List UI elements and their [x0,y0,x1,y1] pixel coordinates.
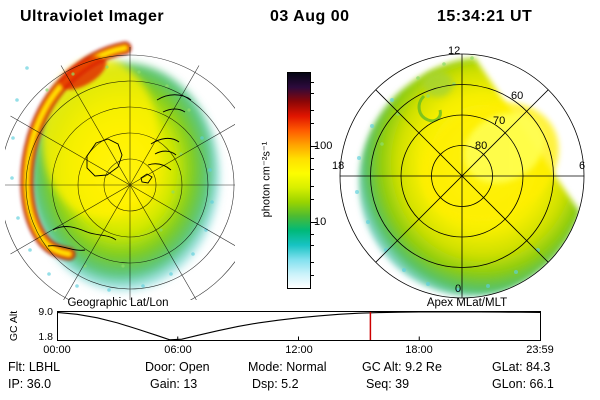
colorbar-label: photon cm⁻²s⁻¹ [260,141,273,218]
apex-dial-panel [339,53,585,299]
aurora-core-peak [463,112,545,184]
status-glat: GLat: 84.3 [492,360,551,374]
mlt-label-12: 12 [448,45,461,57]
left-panel-caption: Geographic Lat/Lon [67,297,169,309]
aurora-bright-patch [42,58,158,218]
status-gain: Gain: 13 [150,377,198,391]
mlt-label-0: 0 [455,283,462,295]
xtick-0000: 00:00 [43,344,71,356]
aurora-speckle [10,65,214,292]
header-date: 03 Aug 00 [270,8,350,25]
orbit-chart-ylabel: GC Alt [8,310,20,342]
geographic-map-panel [5,41,235,300]
status-door: Door: Open [145,360,210,374]
coastlines [47,94,192,251]
status-seq: Seq: 39 [366,377,410,391]
xtick-2359: 23:59 [526,344,554,356]
gc-alt-curve [57,311,541,341]
status-ip: IP: 36.0 [8,377,52,391]
ytick-1-8: 1.8 [38,331,53,343]
mlt-label-18: 18 [332,160,345,172]
cusp-swirl [417,94,442,123]
status-glon: GLon: 66.1 [492,377,554,391]
status-gc-alt: GC Alt: 9.2 Re [362,360,442,374]
mlat-label-60: 60 [511,90,524,102]
colorbar [287,72,311,289]
colorbar-gradient [288,73,310,288]
xtick-1800: 18:00 [405,344,433,356]
auroral-arc [20,41,132,261]
orbit-altitude-chart [57,311,541,341]
dial-grid [339,53,585,299]
mlat-label-70: 70 [493,115,506,127]
xtick-1200: 12:00 [285,344,313,356]
xtick-0600: 06:00 [164,344,192,356]
orbit-chart-frame [57,311,541,341]
mlt-label-6: 6 [579,160,586,172]
cusp-patch [423,71,453,97]
right-panel-caption: Apex MLat/MLT [426,297,508,309]
colorbar-tick-label-10: 10 [314,216,327,228]
mlat-label-80: 80 [475,140,488,152]
map-graticule [5,47,235,300]
status-flt: Flt: LBHL [8,360,61,374]
colorbar-tick-label-100: 100 [314,140,333,152]
status-mode: Mode: Normal [248,360,327,374]
status-dsp: Dsp: 5.2 [252,377,299,391]
header-time: 15:34:21 UT [437,8,533,25]
page-title: Ultraviolet Imager [20,8,165,25]
ytick-9: 9.0 [38,306,53,318]
